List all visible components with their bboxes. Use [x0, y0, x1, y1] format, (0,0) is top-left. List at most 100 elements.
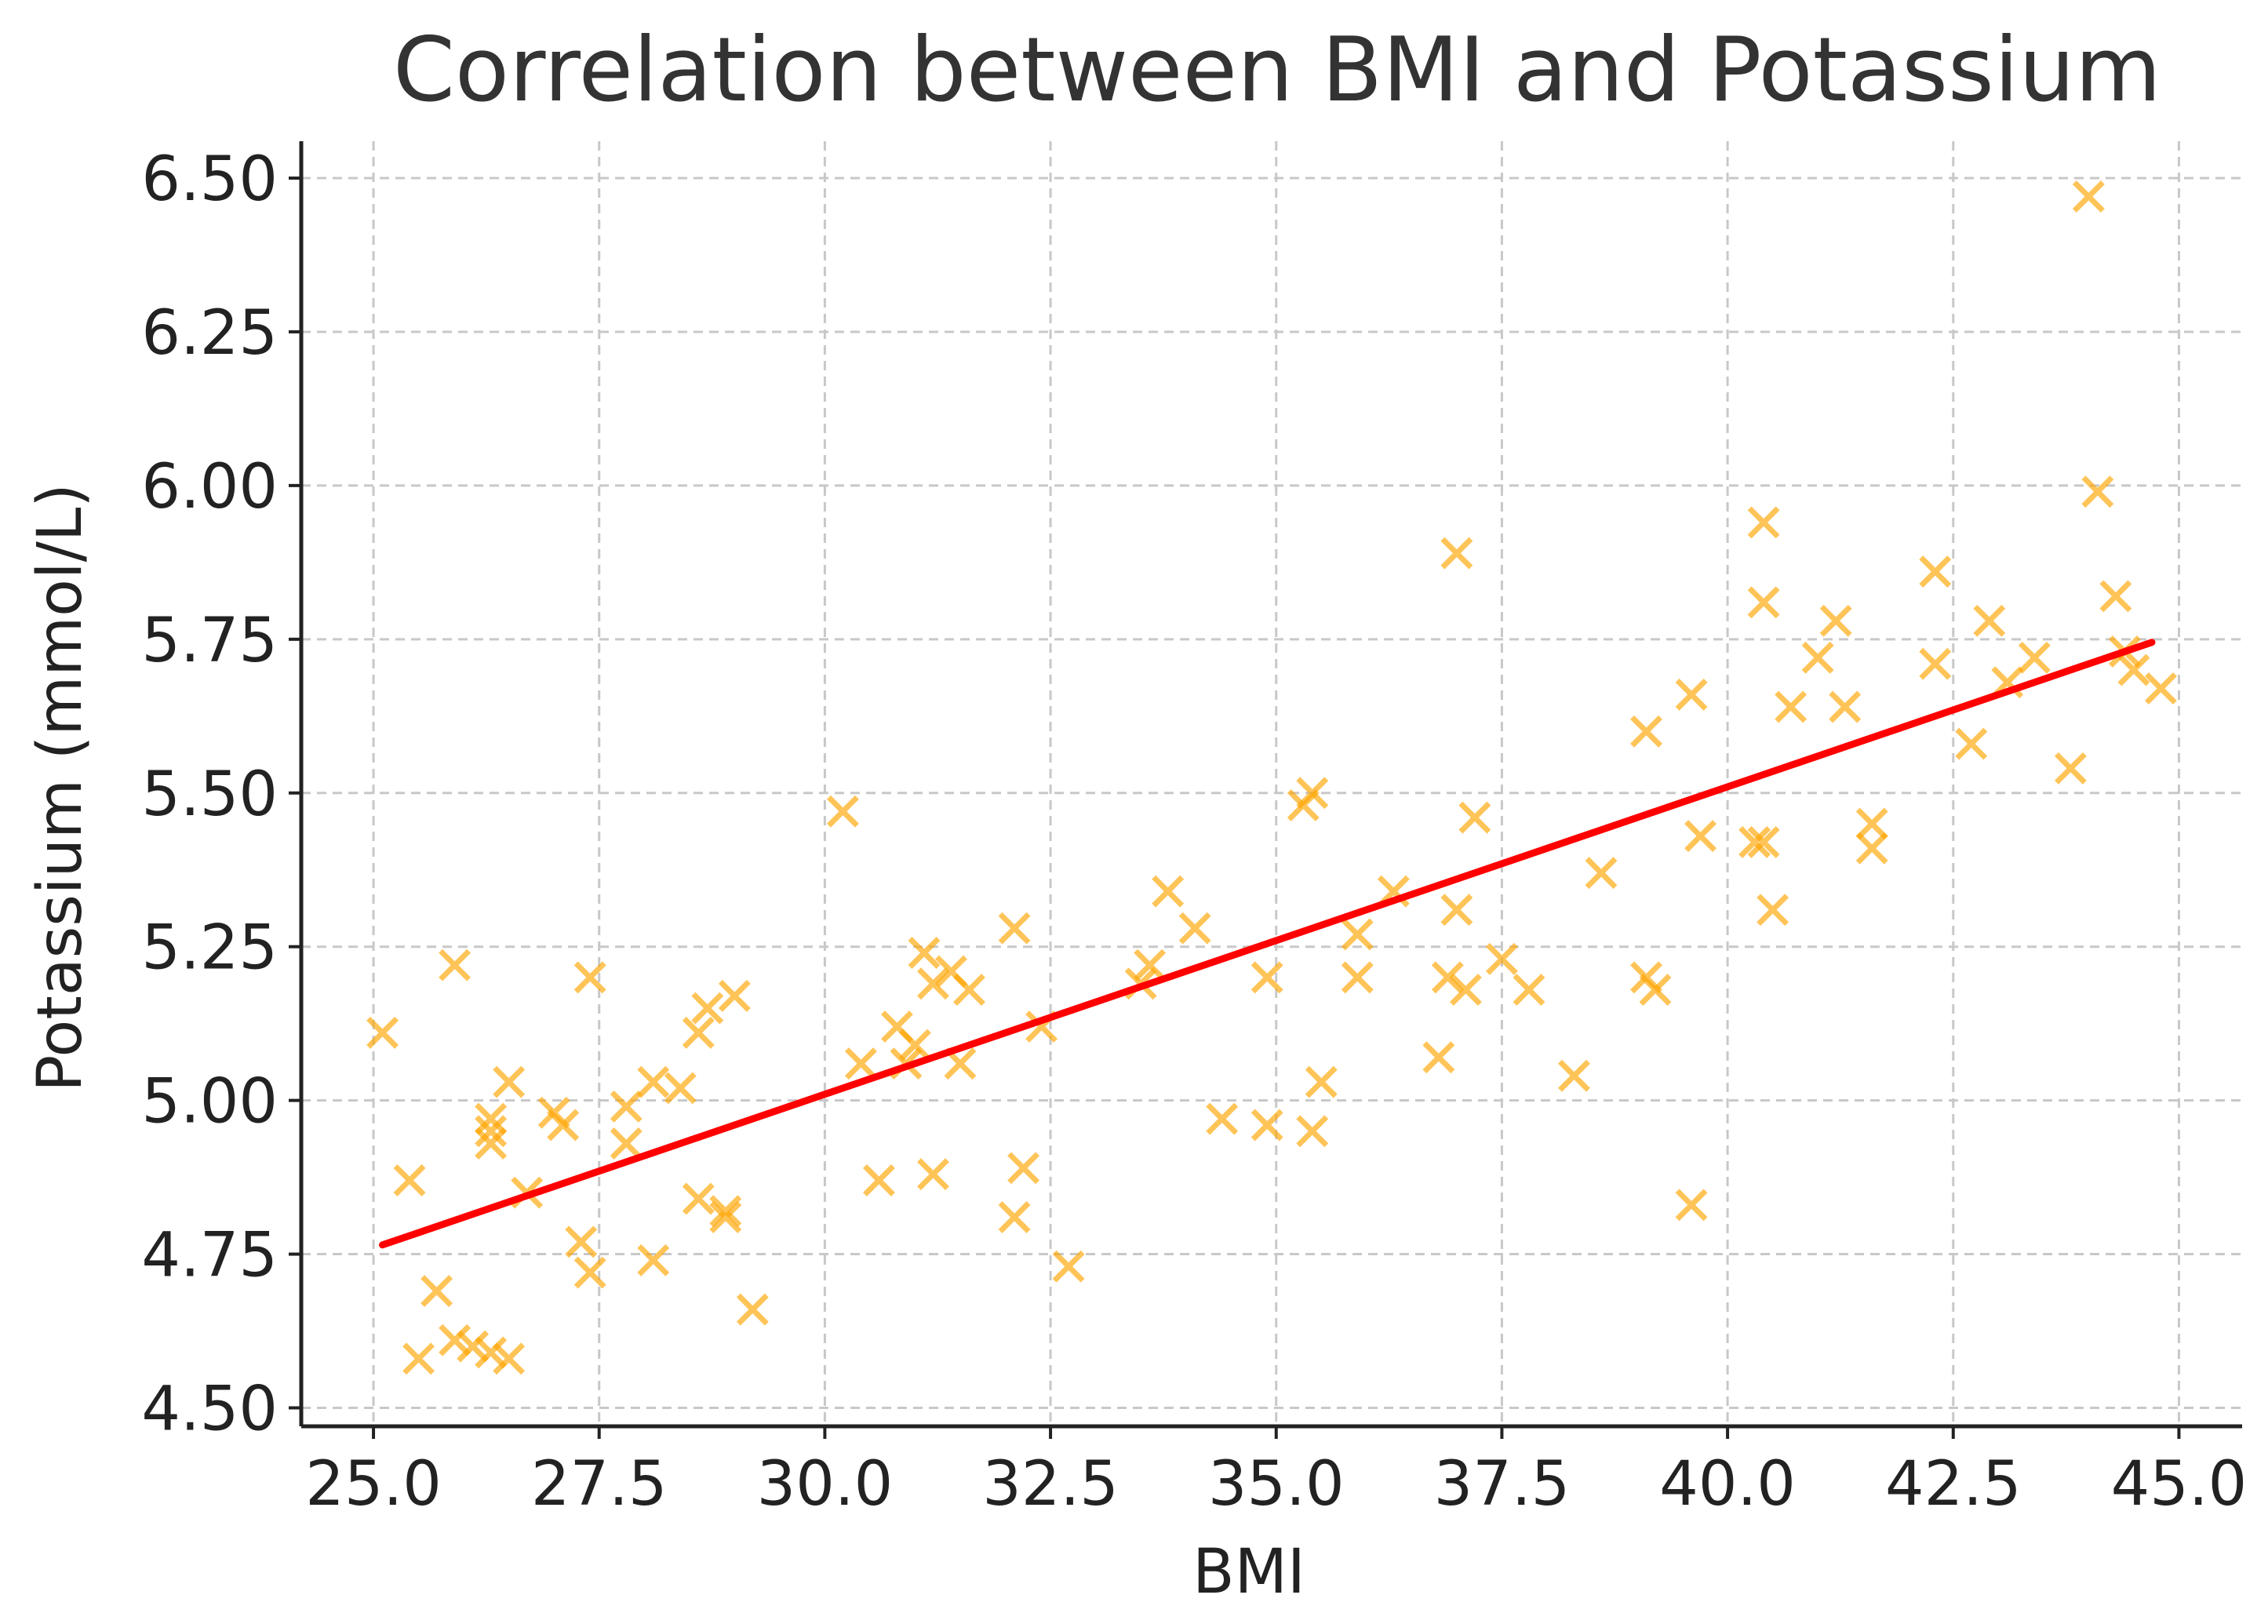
- data-point: [1431, 961, 1464, 994]
- data-point-stroke: [1052, 1250, 1085, 1283]
- data-point: [547, 1109, 580, 1142]
- data-point: [475, 1115, 508, 1148]
- data-point: [1855, 807, 1888, 840]
- data-point: [439, 1324, 471, 1356]
- data-point-stroke: [573, 1256, 606, 1289]
- data-point-stroke: [637, 1243, 670, 1276]
- data-point-stroke: [547, 1109, 580, 1142]
- data-point-stroke: [1829, 690, 1862, 723]
- data-point-stroke: [1305, 1065, 1338, 1098]
- data-point: [1206, 1102, 1239, 1135]
- x-tick-label: 27.5: [531, 1449, 668, 1520]
- data-point-stroke: [1513, 974, 1545, 1007]
- data-point-stroke: [1585, 857, 1618, 890]
- data-point-stroke: [366, 1016, 399, 1049]
- x-tick-label: 42.5: [1885, 1449, 2022, 1520]
- data-point-stroke: [1684, 820, 1717, 853]
- axes: 25.0 27.5 30.0 32.5 35.0 37.5 40.0 42.5 45.0 4.50…: [141, 141, 2247, 1520]
- data-point-stroke: [1738, 825, 1771, 858]
- data-point: [1296, 777, 1329, 810]
- data-point: [1134, 949, 1167, 981]
- data-point: [917, 967, 949, 1000]
- x-tick-label: 30.0: [757, 1449, 894, 1520]
- data-point-stroke: [935, 955, 967, 988]
- data-point: [1829, 690, 1862, 723]
- data-point: [1819, 604, 1852, 637]
- data-point: [1341, 918, 1374, 951]
- data-point-stroke: [718, 979, 751, 1012]
- data-point-stroke: [1296, 1115, 1329, 1148]
- data-point-stroke: [1639, 974, 1672, 1007]
- data-point: [1738, 825, 1771, 858]
- data-point-stroke: [2072, 180, 2105, 213]
- data-point-stroke: [709, 1201, 742, 1234]
- y-axis-label: Potassium (mmol/L): [25, 483, 96, 1091]
- data-point: [1449, 974, 1482, 1007]
- data-point-stroke: [1757, 894, 1789, 927]
- data-point: [393, 1164, 426, 1196]
- data-point: [475, 1102, 508, 1135]
- data-point-stroke: [1341, 961, 1374, 994]
- data-point: [610, 1127, 643, 1160]
- data-point-stroke: [1919, 647, 1952, 680]
- data-point: [736, 1293, 769, 1326]
- data-point: [1919, 647, 1952, 680]
- data-point: [573, 961, 606, 994]
- data-point: [637, 1243, 670, 1276]
- data-point: [2018, 641, 2051, 674]
- data-point: [2081, 475, 2114, 508]
- data-point-stroke: [664, 1072, 697, 1105]
- data-point: [1973, 604, 2006, 637]
- data-point-stroke: [709, 1195, 742, 1228]
- data-point-stroke: [475, 1115, 508, 1148]
- data-point-stroke: [682, 1182, 715, 1215]
- data-point: [1296, 1115, 1329, 1148]
- data-point: [998, 912, 1031, 945]
- data-point-stroke: [682, 1016, 715, 1049]
- data-point: [998, 1201, 1031, 1234]
- data-point-stroke: [944, 1047, 977, 1080]
- data-point-stroke: [1630, 715, 1663, 748]
- data-point-stroke: [2117, 654, 2150, 686]
- data-point: [1675, 1189, 1708, 1222]
- data-point: [1955, 727, 1988, 760]
- data-point-stroke: [1675, 1189, 1708, 1222]
- data-point-stroke: [439, 949, 471, 981]
- data-point-stroke: [1007, 1152, 1040, 1185]
- data-point-stroke: [880, 1010, 913, 1043]
- y-tick-label: 5.25: [141, 913, 278, 984]
- data-point: [709, 1195, 742, 1228]
- data-point-stroke: [2099, 580, 2132, 613]
- grid: [301, 141, 2242, 1426]
- data-point-stroke: [2144, 672, 2177, 705]
- y-tick-label: 6.50: [141, 144, 278, 215]
- data-point: [1422, 1041, 1455, 1074]
- data-point: [844, 1047, 877, 1080]
- data-point: [402, 1342, 435, 1375]
- data-point-stroke: [2054, 752, 2087, 785]
- data-point: [493, 1065, 526, 1098]
- data-point: [1684, 820, 1717, 853]
- data-point-stroke: [1919, 555, 1952, 588]
- data-point: [1178, 912, 1211, 945]
- data-point: [2054, 752, 2087, 785]
- data-point: [2072, 180, 2105, 213]
- data-point-stroke: [1250, 1109, 1283, 1142]
- data-point-stroke: [493, 1065, 526, 1098]
- y-tick-label: 6.25: [141, 298, 278, 369]
- x-tick-label: 25.0: [305, 1449, 442, 1520]
- data-point: [709, 1201, 742, 1234]
- data-point: [439, 949, 471, 981]
- y-tick-label: 6.00: [141, 452, 278, 523]
- data-point: [457, 1330, 490, 1363]
- data-point: [475, 1127, 508, 1160]
- x-tick-label: 37.5: [1434, 1449, 1571, 1520]
- data-point-stroke: [691, 992, 724, 1025]
- data-point: [475, 1336, 508, 1369]
- data-point-stroke: [844, 1047, 877, 1080]
- data-point: [1440, 537, 1473, 570]
- data-point-stroke: [862, 1164, 895, 1196]
- data-point-stroke: [1206, 1102, 1239, 1135]
- data-point: [1675, 678, 1708, 711]
- data-point-stroke: [475, 1102, 508, 1135]
